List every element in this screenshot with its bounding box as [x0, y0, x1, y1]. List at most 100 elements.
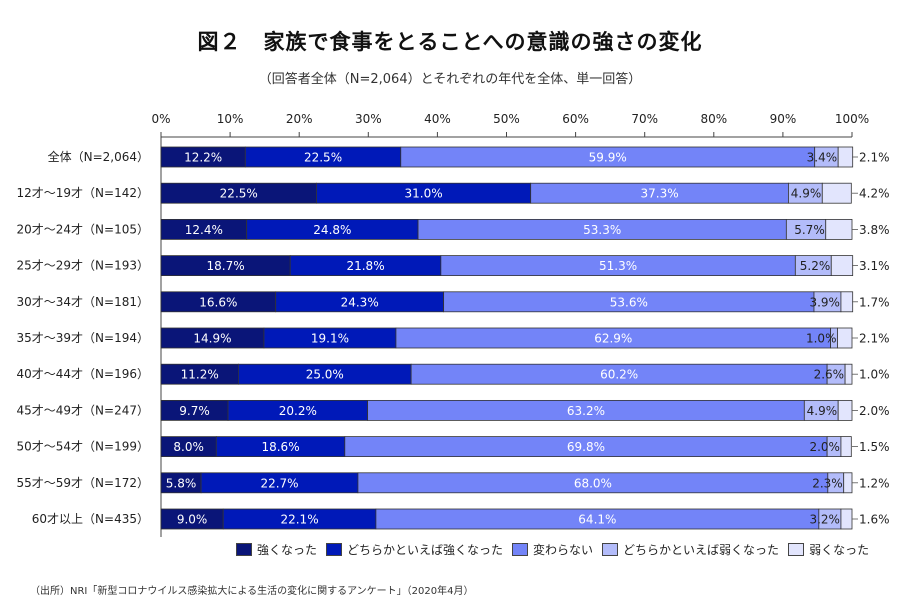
x-tick-label: 70% [631, 112, 658, 126]
data-label: 2.6% [814, 368, 845, 382]
data-label: 59.9% [589, 151, 627, 165]
legend-label: 強くなった [257, 543, 318, 557]
category-label: 25才～29才（N=193） [17, 259, 149, 273]
data-label: 18.6% [261, 440, 299, 454]
data-label: 3.1% [859, 259, 890, 273]
bar-row: 9.0% 22.1% 64.1% 3.2% 1.6% [160, 508, 890, 530]
bars: 12.2% 22.5% 59.9% 3.4% 2.1% 22.5% 31.0% 37.3% 4.… [160, 146, 890, 530]
category-label: 60才以上（N=435） [32, 512, 149, 526]
legend-swatch [326, 543, 343, 556]
data-label: 2.0% [859, 404, 890, 418]
data-label: 8.0% [173, 440, 204, 454]
bar-row: 18.7% 21.8% 51.3% 5.2% 3.1% [160, 255, 890, 277]
x-tick-label: 10% [217, 112, 244, 126]
data-label: 69.8% [567, 440, 605, 454]
data-label: 3.2% [809, 513, 840, 527]
bar-segment [837, 327, 853, 349]
data-label: 31.0% [405, 187, 443, 201]
legend-item: 強くなった [236, 541, 317, 558]
bar-segment [837, 399, 853, 421]
bar-segment [840, 291, 854, 313]
bar-segment [830, 255, 854, 277]
x-tick-label: 80% [700, 112, 727, 126]
category-labels: 全体（N=2,064） 12才～19才（N=142） 20才～24才（N=105） 2… [17, 149, 149, 526]
data-label: 22.5% [304, 151, 342, 165]
legend-label: 弱くなった [809, 543, 870, 557]
x-tick-label: 50% [493, 112, 520, 126]
bar-segment [844, 363, 853, 385]
bar-segment [837, 146, 854, 168]
bar-segment [825, 218, 853, 240]
data-label: 14.9% [193, 332, 231, 346]
legend-item: 変わらない [512, 541, 593, 558]
bar-row: 11.2% 25.0% 60.2% 2.6% 1.0% [160, 363, 890, 385]
source-note: （出所）NRI「新型コロナウイルス感染拡大による生活の変化に関するアンケート」（… [30, 586, 474, 597]
bar-row: 12.2% 22.5% 59.9% 3.4% 2.1% [160, 146, 890, 168]
data-label: 3.9% [809, 295, 840, 309]
bar-row: 14.9% 19.1% 62.9% 1.0% 2.1% [160, 327, 890, 349]
legend-label: どちらかといえば弱くなった [623, 543, 780, 557]
data-label: 1.6% [859, 513, 890, 527]
x-tick-label: 90% [770, 112, 797, 126]
data-label: 53.3% [583, 223, 621, 237]
bar-row: 5.8% 22.7% 68.0% 2.3% 1.2% [160, 472, 890, 494]
data-label: 24.8% [313, 223, 351, 237]
data-label: 11.2% [181, 368, 219, 382]
data-label: 1.7% [859, 295, 890, 309]
legend-swatch [788, 543, 805, 556]
bar-row: 9.7% 20.2% 63.2% 4.9% 2.0% [160, 399, 890, 421]
data-label: 25.0% [306, 368, 344, 382]
category-label: 50才～54才（N=199） [17, 440, 149, 454]
category-label: 40才～44才（N=196） [17, 367, 149, 381]
data-label: 9.7% [179, 404, 210, 418]
data-label: 22.7% [260, 476, 298, 490]
x-tick-label: 100% [835, 112, 869, 126]
data-label: 2.3% [812, 476, 843, 490]
data-label: 21.8% [346, 259, 384, 273]
bar-segment [840, 508, 853, 530]
bar-row: 16.6% 24.3% 53.6% 3.9% 1.7% [160, 291, 890, 313]
legend-label: どちらかといえば強くなった [347, 543, 504, 557]
category-label: 12才～19才（N=142） [17, 186, 149, 200]
category-label: 35才～39才（N=194） [17, 331, 149, 345]
x-tick-label: 20% [286, 112, 313, 126]
data-label: 1.5% [859, 440, 890, 454]
bar-segment [821, 182, 852, 204]
data-label: 53.6% [610, 295, 648, 309]
data-label: 5.7% [794, 223, 825, 237]
data-label: 22.5% [220, 187, 258, 201]
legend-item: 弱くなった [788, 541, 869, 558]
data-label: 4.2% [859, 187, 890, 201]
x-tick-label: 60% [562, 112, 589, 126]
category-label: 45才～49才（N=247） [17, 403, 149, 417]
data-label: 60.2% [600, 368, 638, 382]
x-tick-label: 40% [424, 112, 451, 126]
legend-item: どちらかといえば弱くなった [602, 541, 779, 558]
data-label: 68.0% [574, 476, 612, 490]
data-label: 63.2% [567, 404, 605, 418]
x-axis: 0% 10% 20% 30% 40% 50% 60% 70% 80% 90% 100% [151, 112, 869, 537]
data-label: 2.1% [859, 332, 890, 346]
data-label: 12.2% [184, 151, 222, 165]
bar-row: 12.4% 24.8% 53.3% 5.7% 3.8% [160, 218, 890, 240]
bar-segment [840, 436, 852, 458]
data-label: 2.0% [809, 440, 840, 454]
x-tick-label: 0% [151, 112, 170, 126]
data-label: 4.9% [791, 187, 822, 201]
data-label: 37.3% [640, 187, 678, 201]
legend-swatch [236, 543, 252, 556]
category-label: 全体（N=2,064） [48, 149, 149, 164]
data-label: 4.9% [807, 404, 838, 418]
bar-row: 22.5% 31.0% 37.3% 4.9% 4.2% [160, 182, 890, 204]
bar-segment [843, 472, 853, 494]
category-label: 20才～24才（N=105） [17, 222, 149, 236]
data-label: 1.0% [806, 332, 837, 346]
data-label: 24.3% [341, 295, 379, 309]
data-label: 5.8% [166, 476, 197, 490]
data-label: 22.1% [280, 513, 318, 527]
data-label: 16.6% [199, 295, 237, 309]
data-label: 18.7% [207, 259, 245, 273]
legend-item: どちらかといえば強くなった [326, 541, 503, 558]
chart-subtitle: （回答者全体（N=2,064）とそれぞれの年代を全体、単一回答） [258, 72, 642, 87]
